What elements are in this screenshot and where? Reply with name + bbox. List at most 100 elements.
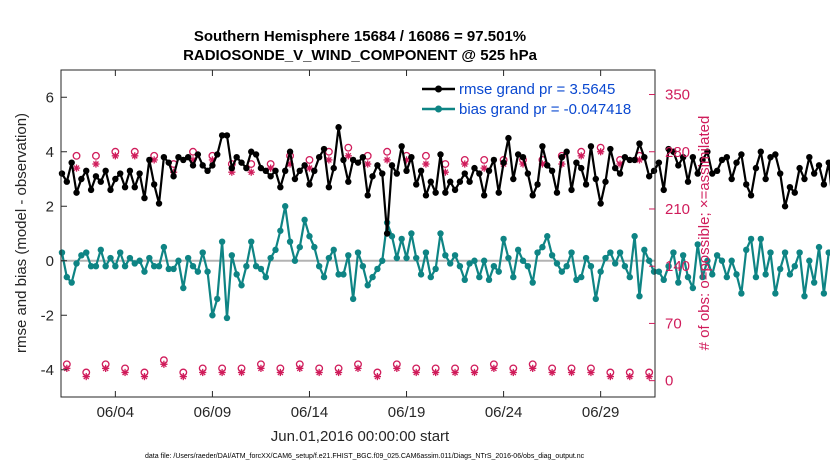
rmse-point (553, 189, 561, 196)
rmse-point (510, 175, 517, 183)
bias-point (456, 263, 464, 270)
rmse-point (267, 173, 274, 180)
bias-point (296, 243, 303, 251)
plot-area (61, 70, 655, 397)
bias-point (272, 246, 279, 254)
bias-point (398, 235, 405, 243)
rmse-point (534, 181, 541, 188)
bias-point (791, 263, 798, 270)
obs-count-markers (62, 143, 654, 381)
rmse-point (636, 140, 643, 147)
rmse-point (704, 148, 711, 155)
rmse-point (694, 170, 701, 177)
rmse-point (354, 159, 362, 166)
bias-point (704, 257, 711, 264)
rmse-point (728, 175, 735, 183)
bias-point (709, 271, 716, 278)
rmse-point (325, 183, 333, 191)
obs-assimilated-point (529, 364, 537, 372)
bias-point (223, 314, 231, 322)
x-tick-label: 06/24 (485, 404, 523, 421)
bias-point (806, 257, 813, 264)
rmse-point (170, 173, 177, 180)
bias-point (592, 295, 599, 303)
obs-assimilated-point (237, 368, 246, 377)
chart-title-line1: Southern Hemisphere 15684 / 16086 = 97.5… (194, 28, 526, 45)
rmse-point (141, 194, 148, 202)
bias-point (228, 252, 236, 259)
x-axis-label: Jun.01,2016 00:00:00 start (271, 428, 450, 445)
legend-bias-label: bias grand pr = -0.047418 (459, 101, 631, 118)
rmse-point (369, 173, 376, 180)
bias-point (136, 257, 143, 264)
bias-point (558, 268, 566, 275)
rmse-point (165, 159, 172, 166)
bias-point (437, 230, 444, 237)
rmse-point (514, 151, 522, 158)
rmse-point (68, 159, 75, 166)
obs-assimilated-point (296, 364, 304, 372)
rmse-point (806, 154, 813, 161)
bias-point (641, 246, 648, 254)
bias-point (728, 257, 735, 264)
obs-assimilated-point (470, 368, 479, 377)
rmse-point (97, 178, 104, 185)
rmse-point (238, 159, 245, 166)
obs-assimilated-point (179, 372, 187, 381)
bias-point (723, 273, 731, 281)
bias-point (699, 273, 706, 281)
rmse-point (505, 134, 512, 142)
bias-point (582, 254, 590, 262)
rmse-point (398, 143, 405, 150)
rmse-point (689, 154, 697, 161)
y-axis-right-label: # of obs: o=possible; ×=assimilated (696, 116, 713, 351)
rmse-point (616, 170, 624, 177)
rmse-point (524, 170, 532, 177)
bias-point (301, 216, 308, 224)
rmse-point (645, 173, 653, 180)
rmse-point (437, 151, 444, 158)
bias-point (112, 263, 119, 270)
bias-point (393, 254, 401, 262)
rmse-point (214, 151, 221, 158)
rmse-point (471, 164, 478, 172)
rmse-point (107, 186, 114, 194)
rmse-point (675, 162, 682, 169)
rmse-point (199, 162, 206, 169)
rmse-point (592, 175, 599, 183)
rmse-point (539, 143, 546, 150)
y-tick-label: -4 (41, 362, 54, 379)
bias-point (408, 230, 415, 237)
bias-point (578, 273, 585, 281)
y-tick-label: 6 (46, 89, 54, 106)
rmse-point (650, 167, 658, 175)
obs-possible-point (344, 143, 353, 152)
rmse-point (388, 162, 396, 169)
chart-title-line2: RADIOSONDE_V_WIND_COMPONENT @ 525 hPa (183, 47, 538, 64)
rmse-point (490, 156, 498, 164)
bias-point (447, 260, 454, 267)
bias-point (286, 238, 294, 245)
bias-point (665, 263, 672, 270)
bias-point (345, 252, 352, 259)
rmse-point (112, 175, 119, 183)
bias-point (767, 249, 774, 256)
y-right-tick-label: 0 (665, 373, 673, 390)
bias-point (146, 254, 153, 262)
bias-point (233, 271, 240, 278)
rmse-point (626, 156, 633, 164)
bias-point (442, 252, 449, 259)
rmse-point (78, 175, 85, 183)
rmse-point (180, 156, 187, 164)
rmse-point (330, 164, 337, 172)
obs-assimilated-point (82, 372, 90, 381)
obs-assimilated-point (92, 160, 100, 168)
rmse-point (364, 192, 371, 199)
rmse-point (194, 151, 202, 158)
rmse-point (762, 175, 769, 183)
rmse-point (252, 151, 260, 158)
legend: rmse grand pr = 3.5645 bias grand pr = -… (418, 78, 648, 124)
bias-point (199, 249, 206, 256)
rmse-point (796, 164, 803, 172)
